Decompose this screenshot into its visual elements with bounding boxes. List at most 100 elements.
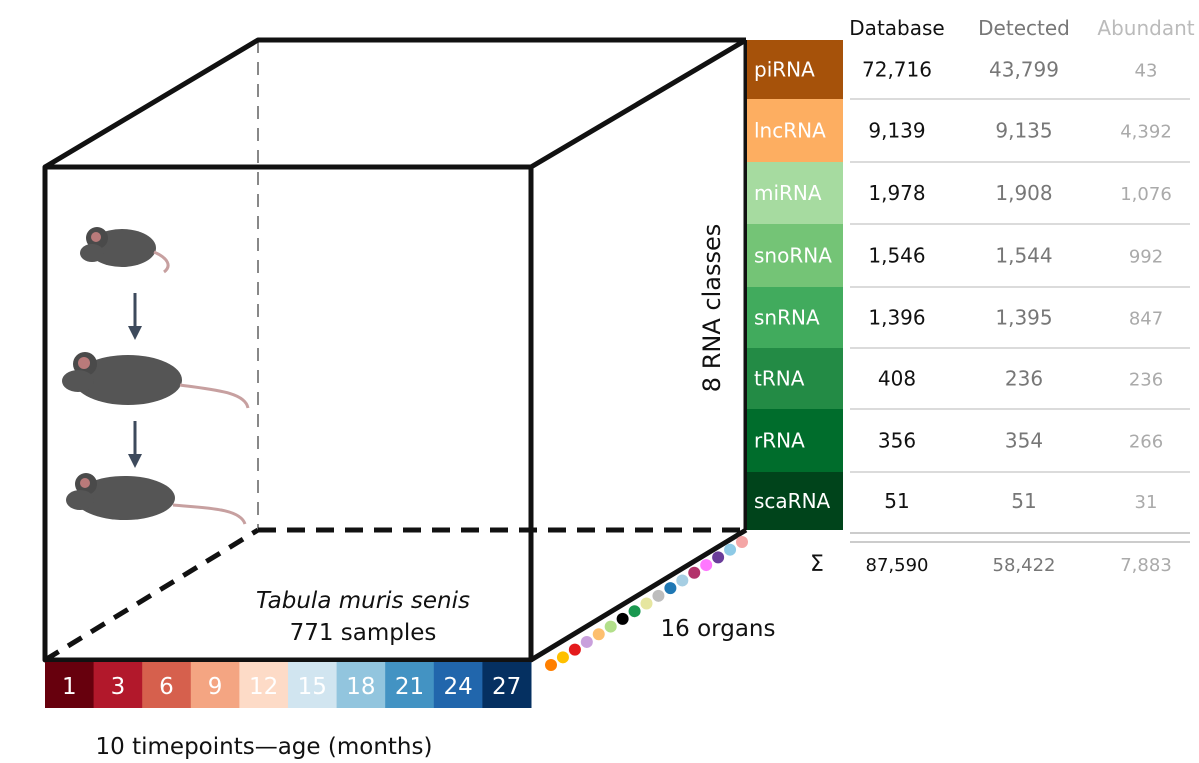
timepoint-swatch (93, 662, 143, 708)
organ-dot (616, 612, 629, 625)
organ-dot (628, 605, 641, 618)
table-cell: 1,908 (995, 181, 1052, 205)
organ-dot (580, 635, 593, 648)
organ-dot (736, 536, 748, 548)
rna-class-swatch (747, 224, 843, 287)
organ-dot (592, 628, 605, 641)
table-cell: 72,716 (862, 58, 932, 82)
organ-dot (712, 551, 725, 564)
table-cell: 356 (878, 429, 916, 453)
mouse-head (80, 244, 104, 262)
arrow-down-icon (128, 293, 142, 340)
timepoint-swatch (336, 662, 386, 708)
table-cell: 408 (878, 367, 916, 391)
sum-value: 58,422 (993, 555, 1056, 576)
organ-dots (545, 536, 748, 671)
mouse-tail (179, 383, 250, 409)
rna-class-label: piRNA (754, 58, 815, 82)
mouse-ear-inner (80, 478, 90, 488)
mouse-old (66, 473, 247, 525)
organ-dot (724, 543, 737, 556)
organ-dot (700, 559, 713, 572)
cube-hidden-edges (43, 40, 746, 663)
mouse-tail (172, 503, 247, 525)
table-cell: 1,978 (868, 181, 925, 205)
table-cell: 1,544 (995, 244, 1052, 268)
table-header: Detected (978, 16, 1070, 40)
timepoint-swatch (433, 662, 483, 708)
timepoint-swatch (239, 662, 289, 708)
timepoint-swatch (45, 662, 95, 708)
organ-dot (640, 597, 653, 610)
timepoint-swatch (142, 662, 192, 708)
table-cell: 1,395 (995, 306, 1052, 330)
rna-class-label: rRNA (754, 429, 805, 453)
rna-class-swatch (747, 162, 843, 224)
table-cell: 1,546 (868, 244, 925, 268)
table-cell: 51 (884, 489, 909, 513)
table-cell: 31 (1135, 492, 1158, 513)
rna-class-label: lncRNA (754, 119, 826, 143)
timepoint-label: 21 (395, 674, 424, 700)
table-cell: 266 (1129, 432, 1163, 453)
table-cell: 43 (1135, 61, 1158, 82)
cube-front-face (42, 164, 534, 663)
rna-class-swatch (747, 472, 843, 530)
time-axis-label: 10 timepoints—age (months) (96, 734, 433, 760)
sum-value: 87,590 (866, 555, 929, 576)
organ-axis-label: 16 organs (661, 616, 776, 642)
organ-dot (568, 643, 581, 656)
organ-dot (664, 582, 677, 595)
timepoint-label: 6 (159, 674, 174, 700)
mouse-adult (62, 352, 250, 409)
organ-dot (556, 651, 569, 664)
timepoint-bar: 1 3 6 9 12 15 18 21 24 27 (45, 662, 532, 708)
mouse-head (62, 370, 94, 392)
sum-symbol: Σ (810, 552, 824, 577)
mouse-tail (153, 250, 170, 274)
rna-class-swatch (747, 409, 843, 472)
rna-class-label: snRNA (754, 306, 820, 330)
rna-class-label: tRNA (754, 367, 805, 391)
table-header: Abundant (1097, 16, 1194, 40)
table-cell: 1,076 (1120, 184, 1172, 205)
table-header: Database (849, 16, 944, 40)
timepoint-swatch (288, 662, 338, 708)
table-cell: 51 (1011, 489, 1036, 513)
rna-class-swatch (747, 40, 843, 99)
rna-class-swatch (747, 348, 843, 409)
hidden-edge-diagonal (43, 527, 260, 663)
timepoint-swatch (190, 662, 240, 708)
organ-dot (545, 659, 557, 671)
organ-dot (604, 620, 617, 633)
cube-edges (42, 37, 749, 663)
rna-class-swatch (747, 287, 843, 348)
mouse-young (80, 227, 170, 274)
rna-class-label: miRNA (754, 181, 822, 205)
organ-dot (688, 566, 701, 579)
mouse-ear-inner (78, 357, 90, 369)
table-cell: 4,392 (1120, 122, 1172, 143)
timepoint-swatch (482, 662, 532, 708)
table-cell: 236 (1129, 370, 1163, 391)
sum-value: 7,883 (1120, 555, 1172, 576)
cube-top-right-diagonal (529, 37, 748, 170)
mouse-head (66, 490, 94, 510)
cube-bottom-right-diagonal (529, 527, 748, 663)
table-cell: 43,799 (989, 58, 1059, 82)
timepoint-swatch (385, 662, 435, 708)
organ-dot (676, 574, 689, 587)
rna-table: Database Detected Abundant piRNA 72,716 43,79… (747, 16, 1195, 577)
rna-class-label: scaRNA (754, 489, 831, 513)
rna-class-swatch (747, 99, 843, 162)
cube-top-edge (43, 37, 746, 170)
timepoint-label: 27 (492, 674, 521, 700)
timepoint-label: 3 (111, 674, 126, 700)
timepoint-label: 15 (298, 674, 327, 700)
table-cell: 354 (1005, 429, 1043, 453)
sample-count: 771 samples (290, 620, 437, 646)
timepoint-label: 18 (346, 674, 375, 700)
arrow-down-icon (128, 421, 142, 468)
table-cell: 236 (1005, 367, 1043, 391)
rna-class-label: snoRNA (754, 244, 832, 268)
